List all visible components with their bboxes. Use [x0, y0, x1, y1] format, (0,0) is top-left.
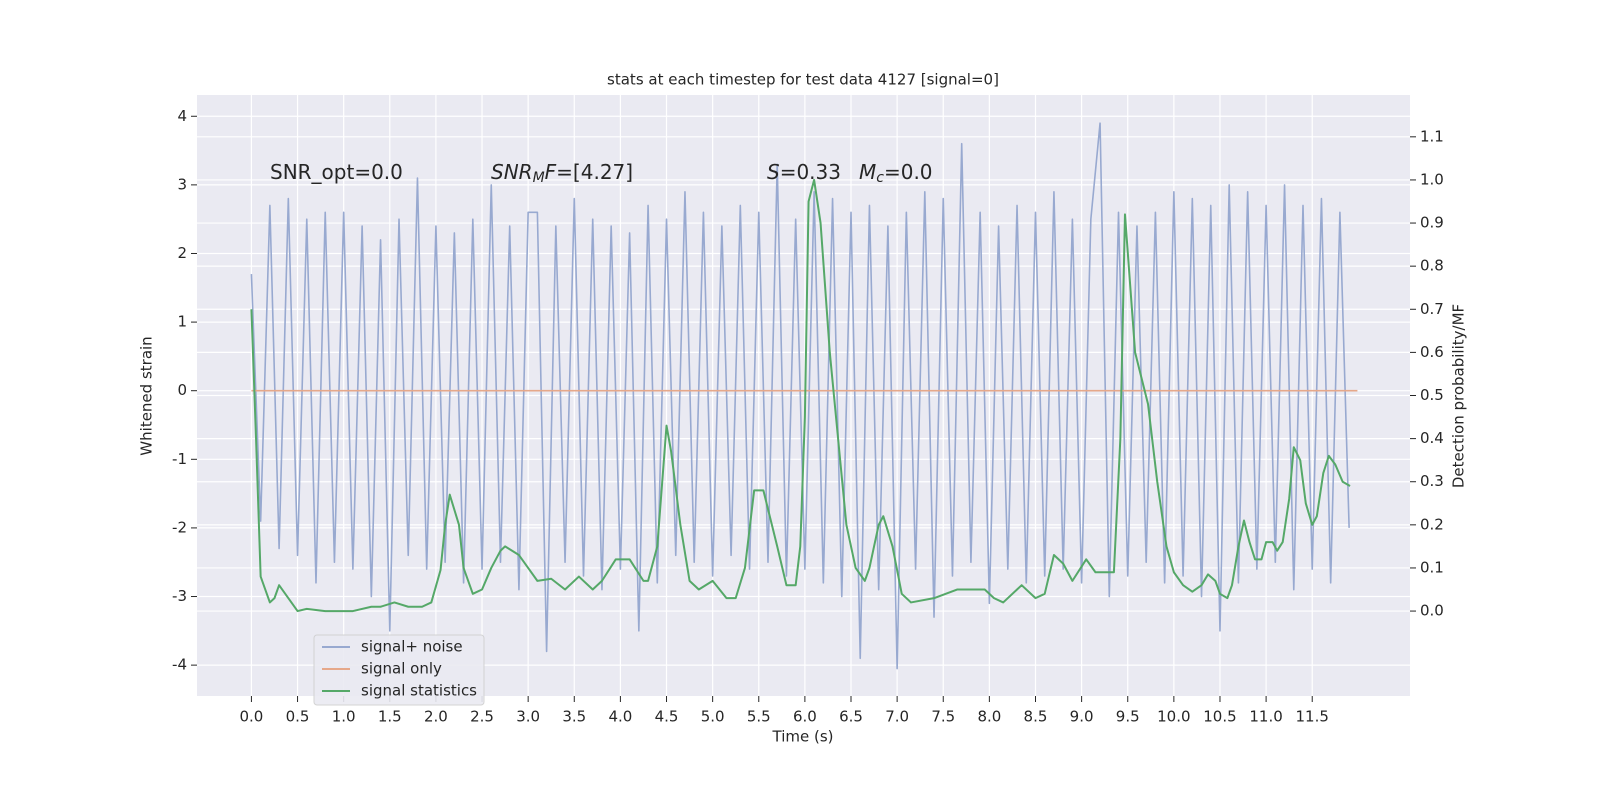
grid	[197, 95, 1410, 696]
y2-tick-label: 0.9	[1420, 214, 1444, 232]
x-tick-label: 10.0	[1157, 708, 1190, 726]
annotation-part: M	[533, 170, 545, 186]
y-tick-label: 2	[177, 244, 187, 262]
x-tick-label: 11.5	[1296, 708, 1329, 726]
x-tick-label: 5.0	[701, 708, 725, 726]
x-tick-label: 5.5	[747, 708, 771, 726]
y-tick-label: 3	[177, 175, 187, 193]
annotation-part: c	[876, 170, 884, 186]
legend-label: signal only	[361, 660, 442, 678]
x-tick-label: 9.0	[1070, 708, 1094, 726]
annotation: S=0.33	[767, 160, 841, 184]
annotation-part: =0.33	[780, 160, 841, 184]
x-tick-label: 7.0	[885, 708, 909, 726]
y2-tick-label: 1.0	[1420, 170, 1444, 188]
y-tick-label: -3	[172, 587, 187, 605]
x-tick-label: 1.5	[378, 708, 402, 726]
annotation-part: F	[545, 160, 557, 184]
x-tick-label: 10.5	[1203, 708, 1236, 726]
legend: signal+ noise signal only signal statistic…	[313, 634, 485, 706]
x-tick-label: 0.0	[239, 708, 263, 726]
y-tick-label: 0	[177, 381, 187, 399]
x-tick-label: 11.0	[1249, 708, 1282, 726]
annotation: Mc=0.0	[859, 160, 933, 187]
y2-axis-label: Detection probability/MF	[1450, 304, 1468, 488]
x-tick-label: 4.5	[655, 708, 679, 726]
y2-tick-label: 0.0	[1420, 602, 1444, 620]
series-line	[250, 122, 1350, 670]
annotation: SNRMF=[4.27]	[491, 160, 633, 187]
x-tick-label: 2.0	[424, 708, 448, 726]
x-tick-label: 0.5	[286, 708, 310, 726]
annotation-part: SNR_opt=0.0	[270, 160, 403, 184]
y2-tick-label: 0.1	[1420, 558, 1444, 576]
annotation-part: S	[767, 160, 780, 184]
annotation: SNR_opt=0.0	[270, 160, 403, 184]
y-tick-label: -4	[172, 656, 187, 674]
annotation-part: =0.0	[884, 160, 933, 184]
y2-tick-label: 0.2	[1420, 515, 1444, 533]
legend-box	[313, 634, 485, 706]
x-axis-label: Time (s)	[772, 728, 834, 746]
y-tick-label: -2	[172, 518, 187, 536]
x-tick-label: 3.0	[516, 708, 540, 726]
y2-tick-label: 0.8	[1420, 257, 1444, 275]
y2-tick-label: 0.6	[1420, 343, 1444, 361]
annotation-part: M	[859, 160, 876, 184]
y2-tick-label: 0.4	[1420, 429, 1444, 447]
x-tick-label: 8.0	[977, 708, 1001, 726]
annotation-part: SNR	[491, 160, 533, 184]
x-tick-label: 6.5	[839, 708, 863, 726]
annotation-part: =[4.27]	[556, 160, 633, 184]
y2-tick-label: 0.5	[1420, 386, 1444, 404]
plot-area	[250, 122, 1358, 670]
legend-label: signal+ noise	[361, 638, 463, 656]
chart-title: stats at each timestep for test data 412…	[607, 71, 999, 89]
y-tick-label: -1	[172, 450, 187, 468]
y-tick-label: 4	[177, 107, 187, 125]
y2-tick-label: 0.7	[1420, 300, 1444, 318]
y2-tick-label: 1.1	[1420, 127, 1444, 145]
legend-label: signal statistics	[361, 682, 477, 700]
x-tick-label: 6.0	[793, 708, 817, 726]
y-axis-label: Whitened strain	[138, 336, 156, 455]
x-tick-label: 1.0	[332, 708, 356, 726]
series-line	[250, 178, 1351, 613]
x-tick-label: 4.0	[608, 708, 632, 726]
x-tick-label: 7.5	[931, 708, 955, 726]
y2-tick-label: 0.3	[1420, 472, 1444, 490]
x-tick-label: 9.5	[1116, 708, 1140, 726]
x-tick-label: 8.5	[1024, 708, 1048, 726]
x-tick-label: 2.5	[470, 708, 494, 726]
y-tick-label: 1	[177, 313, 187, 331]
x-tick-label: 3.5	[562, 708, 586, 726]
